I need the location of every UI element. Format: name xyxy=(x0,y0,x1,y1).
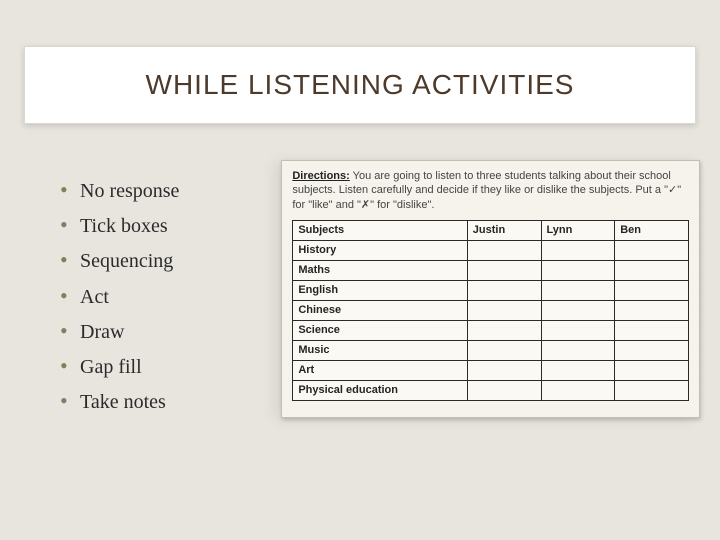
cell xyxy=(541,240,615,260)
bullet-text: Sequencing xyxy=(80,245,173,277)
table-row: English xyxy=(293,280,689,300)
slide: WHILE LISTENING ACTIVITIES No response T… xyxy=(0,0,720,540)
cell xyxy=(467,360,541,380)
directions: Directions: You are going to listen to t… xyxy=(292,169,689,212)
col-header: Justin xyxy=(467,220,541,240)
table-row: Maths xyxy=(293,260,689,280)
bullet-text: Gap fill xyxy=(80,351,142,383)
table-body: History Maths English Chinese Science Mu… xyxy=(293,240,689,400)
col-header: Subjects xyxy=(293,220,467,240)
table-row: History xyxy=(293,240,689,260)
cell xyxy=(467,240,541,260)
cell xyxy=(467,340,541,360)
list-item: Sequencing xyxy=(60,242,259,277)
directions-label: Directions: xyxy=(292,170,349,182)
row-label: Science xyxy=(293,320,467,340)
list-item: Act xyxy=(60,278,259,313)
bullet-ul: No response Tick boxes Sequencing Act Dr… xyxy=(60,172,259,418)
row-label: Chinese xyxy=(293,300,467,320)
row-label: Maths xyxy=(293,260,467,280)
cell xyxy=(615,280,689,300)
directions-text: You are going to listen to three student… xyxy=(292,170,681,211)
cell xyxy=(615,260,689,280)
title-container: WHILE LISTENING ACTIVITIES xyxy=(24,46,696,124)
cell xyxy=(541,340,615,360)
col-header: Lynn xyxy=(541,220,615,240)
cell xyxy=(467,260,541,280)
bullet-text: Draw xyxy=(80,316,124,348)
cell xyxy=(467,280,541,300)
content-row: No response Tick boxes Sequencing Act Dr… xyxy=(60,160,700,418)
cell xyxy=(541,280,615,300)
table-row: Music xyxy=(293,340,689,360)
list-item: Take notes xyxy=(60,383,259,418)
cell xyxy=(541,260,615,280)
table-row: Science xyxy=(293,320,689,340)
table-row: Physical education xyxy=(293,380,689,400)
table-row: Chinese xyxy=(293,300,689,320)
bullet-text: Tick boxes xyxy=(80,210,168,242)
row-label: Physical education xyxy=(293,380,467,400)
col-header: Ben xyxy=(615,220,689,240)
row-label: Art xyxy=(293,360,467,380)
row-label: English xyxy=(293,280,467,300)
cell xyxy=(615,300,689,320)
cell xyxy=(467,300,541,320)
bullet-list: No response Tick boxes Sequencing Act Dr… xyxy=(60,160,259,418)
table-header-row: Subjects Justin Lynn Ben xyxy=(293,220,689,240)
bullet-text: No response xyxy=(80,175,179,207)
bullet-text: Act xyxy=(80,281,109,313)
worksheet-panel: Directions: You are going to listen to t… xyxy=(281,160,700,418)
cell xyxy=(615,240,689,260)
cell xyxy=(541,320,615,340)
bullet-text: Take notes xyxy=(80,386,166,418)
list-item: Tick boxes xyxy=(60,207,259,242)
cell xyxy=(615,340,689,360)
table-row: Art xyxy=(293,360,689,380)
cell xyxy=(467,320,541,340)
cell xyxy=(541,360,615,380)
cell xyxy=(541,300,615,320)
slide-title: WHILE LISTENING ACTIVITIES xyxy=(146,69,575,101)
cell xyxy=(615,380,689,400)
cell xyxy=(615,320,689,340)
list-item: Draw xyxy=(60,313,259,348)
cell xyxy=(467,380,541,400)
list-item: Gap fill xyxy=(60,348,259,383)
row-label: Music xyxy=(293,340,467,360)
subjects-table: Subjects Justin Lynn Ben History Maths E… xyxy=(292,220,689,401)
list-item: No response xyxy=(60,172,259,207)
cell xyxy=(541,380,615,400)
cell xyxy=(615,360,689,380)
row-label: History xyxy=(293,240,467,260)
